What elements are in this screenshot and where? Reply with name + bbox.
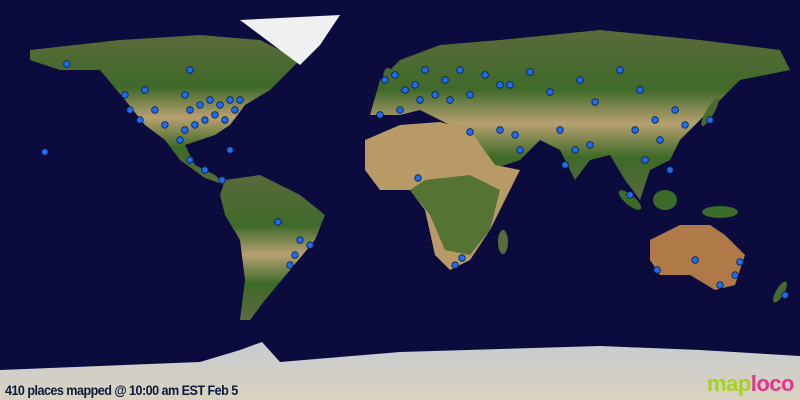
place-marker xyxy=(201,116,209,124)
place-marker xyxy=(496,126,504,134)
place-marker xyxy=(211,111,219,119)
new-guinea xyxy=(702,206,738,218)
place-marker xyxy=(456,66,464,74)
place-marker xyxy=(651,116,659,124)
place-markers xyxy=(41,60,789,299)
place-marker xyxy=(481,71,489,79)
place-marker xyxy=(181,126,189,134)
maploco-logo[interactable]: maploco xyxy=(707,371,794,397)
borneo xyxy=(653,190,677,210)
place-marker xyxy=(286,261,294,269)
place-marker xyxy=(218,176,226,184)
place-marker xyxy=(274,218,282,226)
place-marker xyxy=(161,121,169,129)
place-marker xyxy=(626,191,634,199)
place-marker xyxy=(466,91,474,99)
place-marker xyxy=(666,166,674,174)
place-marker xyxy=(186,106,194,114)
place-marker xyxy=(731,271,739,279)
logo-part-map: map xyxy=(707,371,751,396)
place-marker xyxy=(616,66,624,74)
place-marker xyxy=(231,106,239,114)
place-marker xyxy=(451,261,459,269)
place-marker xyxy=(414,174,422,182)
place-marker xyxy=(141,86,149,94)
place-marker xyxy=(416,96,424,104)
place-marker xyxy=(196,101,204,109)
south-america xyxy=(220,175,325,320)
place-marker xyxy=(736,258,744,266)
place-marker xyxy=(656,136,664,144)
place-marker xyxy=(571,146,579,154)
place-marker xyxy=(216,101,224,109)
place-marker xyxy=(653,266,661,274)
place-marker xyxy=(636,86,644,94)
place-marker xyxy=(561,161,569,169)
place-marker xyxy=(576,76,584,84)
place-marker xyxy=(681,121,689,129)
place-marker xyxy=(186,66,194,74)
madagascar xyxy=(498,230,508,254)
new-zealand xyxy=(773,281,787,303)
place-marker xyxy=(421,66,429,74)
place-marker xyxy=(446,96,454,104)
place-marker xyxy=(466,128,474,136)
japan xyxy=(701,98,719,126)
place-marker xyxy=(206,96,214,104)
place-marker xyxy=(226,146,234,154)
place-marker xyxy=(136,116,144,124)
logo-part-loco: loco xyxy=(750,371,795,396)
place-marker xyxy=(526,68,534,76)
place-marker xyxy=(411,81,419,89)
place-marker xyxy=(691,256,699,264)
eurasia xyxy=(370,30,790,200)
greenland xyxy=(240,15,340,65)
place-marker xyxy=(151,106,159,114)
place-marker xyxy=(176,136,184,144)
place-marker xyxy=(441,76,449,84)
place-marker xyxy=(391,71,399,79)
place-marker xyxy=(516,146,524,154)
place-marker xyxy=(201,166,209,174)
antarctica xyxy=(0,342,800,400)
sumatra xyxy=(618,190,642,210)
place-marker xyxy=(641,156,649,164)
place-marker xyxy=(41,148,49,156)
place-marker xyxy=(671,106,679,114)
place-marker xyxy=(716,281,724,289)
places-mapped-caption: 410 places mapped @ 10:00 am EST Feb 5 xyxy=(5,382,238,398)
place-marker xyxy=(296,236,304,244)
place-marker xyxy=(781,291,789,299)
place-marker xyxy=(181,91,189,99)
place-marker xyxy=(291,251,299,259)
place-marker xyxy=(381,76,389,84)
place-marker xyxy=(121,91,129,99)
place-marker xyxy=(63,60,71,68)
north-america xyxy=(30,35,300,185)
place-marker xyxy=(706,116,714,124)
place-marker xyxy=(586,141,594,149)
place-marker xyxy=(546,88,554,96)
place-marker xyxy=(431,91,439,99)
place-marker xyxy=(556,126,564,134)
place-marker xyxy=(221,116,229,124)
place-marker xyxy=(401,86,409,94)
place-marker xyxy=(496,81,504,89)
place-marker xyxy=(396,106,404,114)
place-marker xyxy=(631,126,639,134)
place-marker xyxy=(186,156,194,164)
place-marker xyxy=(591,98,599,106)
place-marker xyxy=(376,111,384,119)
place-marker xyxy=(506,81,514,89)
place-marker xyxy=(191,121,199,129)
place-marker xyxy=(126,106,134,114)
place-marker xyxy=(226,96,234,104)
place-marker xyxy=(458,254,466,262)
place-marker xyxy=(511,131,519,139)
central-africa xyxy=(410,175,500,255)
place-marker xyxy=(236,96,244,104)
place-marker xyxy=(306,241,314,249)
